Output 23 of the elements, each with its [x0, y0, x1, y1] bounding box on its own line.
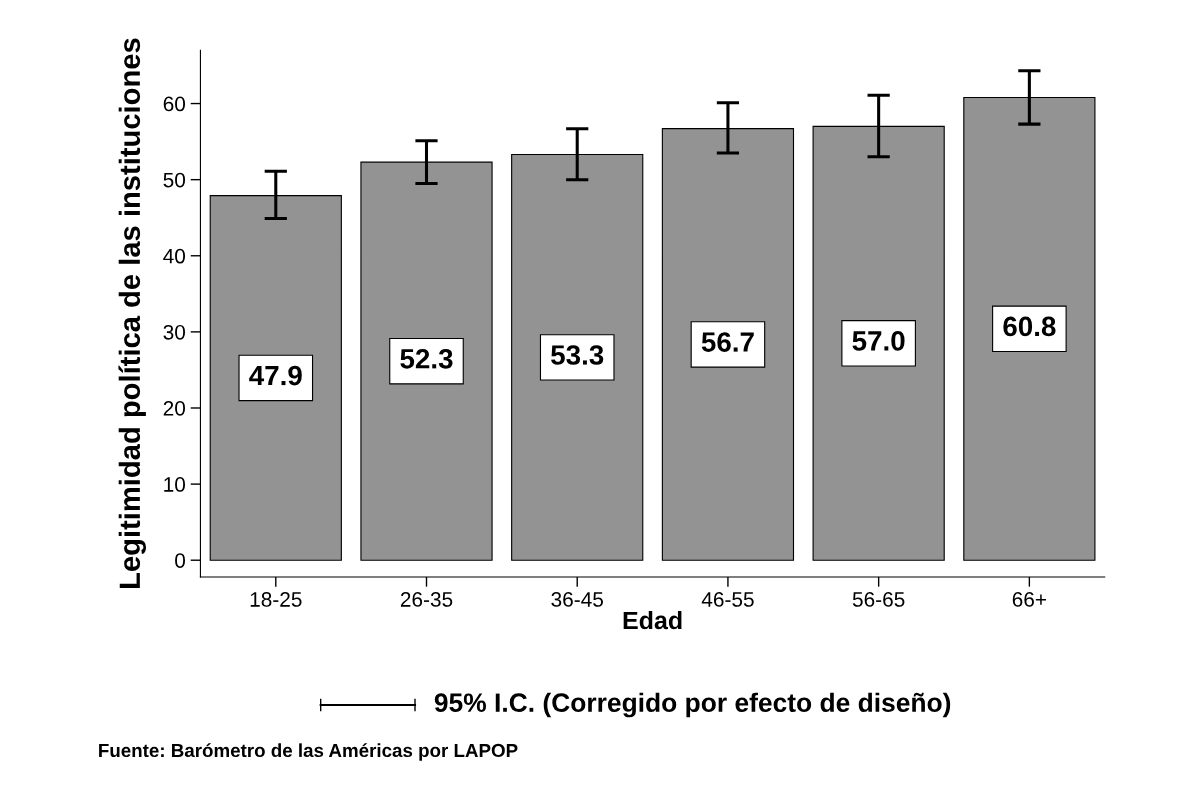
- data-label: 60.8: [1003, 316, 1056, 337]
- source-note: Fuente: Barómetro de las Américas por LAPOP: [99, 743, 518, 761]
- y-tick-label: 20: [163, 400, 186, 416]
- x-tick-label: 46-55: [701, 592, 754, 607]
- x-tick-label: 66+: [1012, 592, 1047, 607]
- x-tick-label: 26-35: [400, 592, 453, 607]
- x-tick-label: 18-25: [250, 592, 302, 607]
- data-label: 47.9: [249, 365, 302, 386]
- y-tick-label: 50: [163, 172, 186, 188]
- data-label: 52.3: [400, 348, 453, 369]
- y-tick-label: 10: [164, 477, 186, 492]
- x-tick-label: 56-65: [852, 592, 905, 607]
- data-label: 53.3: [551, 345, 604, 365]
- y-tick-label: 60: [163, 96, 186, 112]
- y-axis-title: Legitimidad política de las instituciones: [118, 38, 147, 588]
- y-tick-label: 40: [163, 248, 186, 264]
- data-label: 56.7: [701, 332, 754, 352]
- x-axis-title: Edad: [623, 610, 682, 630]
- x-tick-label: 36-45: [551, 592, 603, 607]
- data-label: 57.0: [852, 331, 905, 351]
- y-tick-label: 0: [175, 553, 186, 568]
- text: 95% I.C. (Corregido por efecto de diseño): [434, 692, 951, 718]
- y-tick-label: 30: [163, 324, 186, 340]
